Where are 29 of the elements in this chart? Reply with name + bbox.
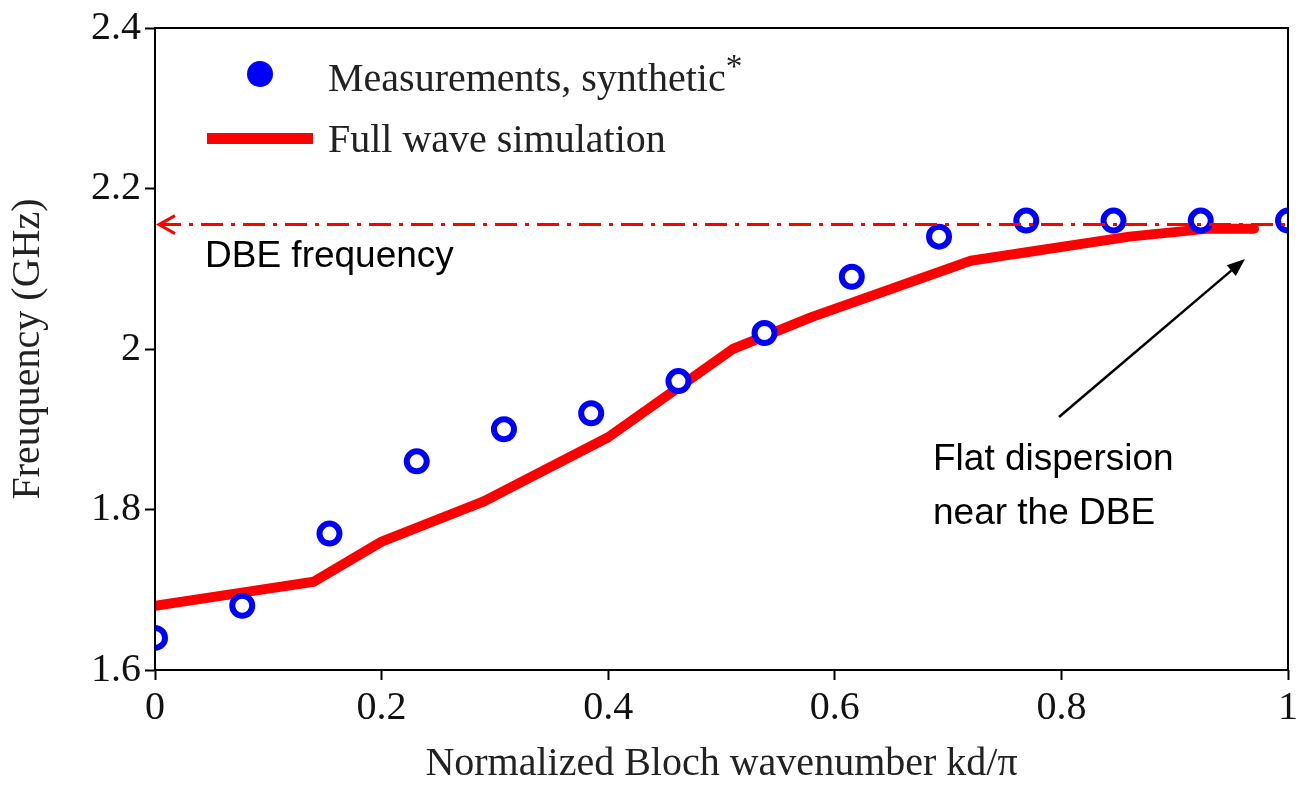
ref-line-label: DBE frequency [205, 234, 455, 276]
point [316, 520, 343, 547]
x-tick-label: 0.2 [356, 682, 407, 728]
point [1100, 207, 1127, 234]
y-tick-label: 2.2 [91, 163, 141, 208]
point [751, 319, 778, 346]
x-tick-label: 0.4 [583, 682, 634, 728]
y-tick-label: 2 [121, 323, 141, 369]
point [926, 223, 953, 250]
point [490, 416, 517, 443]
point [1187, 207, 1214, 234]
x-tick-label: 0.8 [1036, 682, 1087, 728]
x-axis-title: Normalized Bloch wavenumber kd/π [425, 738, 1018, 784]
y-tick-label: 2.4 [91, 2, 141, 48]
point [578, 400, 605, 427]
point [229, 592, 256, 619]
x-tick-label: 0 [145, 682, 165, 728]
x-tick-label: 1 [1278, 682, 1298, 728]
y-tick-label: 1.6 [91, 644, 141, 690]
point [1013, 207, 1040, 234]
legend-label: Measurements, synthetic$^{*}$ [328, 46, 743, 102]
y-tick-label: 1.8 [91, 484, 141, 529]
point [665, 368, 692, 395]
y-axis-title: Freuquency (GHz) [2, 198, 48, 500]
legend-label: Full wave simulation [328, 114, 666, 162]
x-tick-label: 0.6 [809, 682, 860, 728]
point [838, 263, 865, 290]
point [403, 448, 430, 475]
annotation: Flat dispersion near the DBE [933, 436, 1175, 534]
